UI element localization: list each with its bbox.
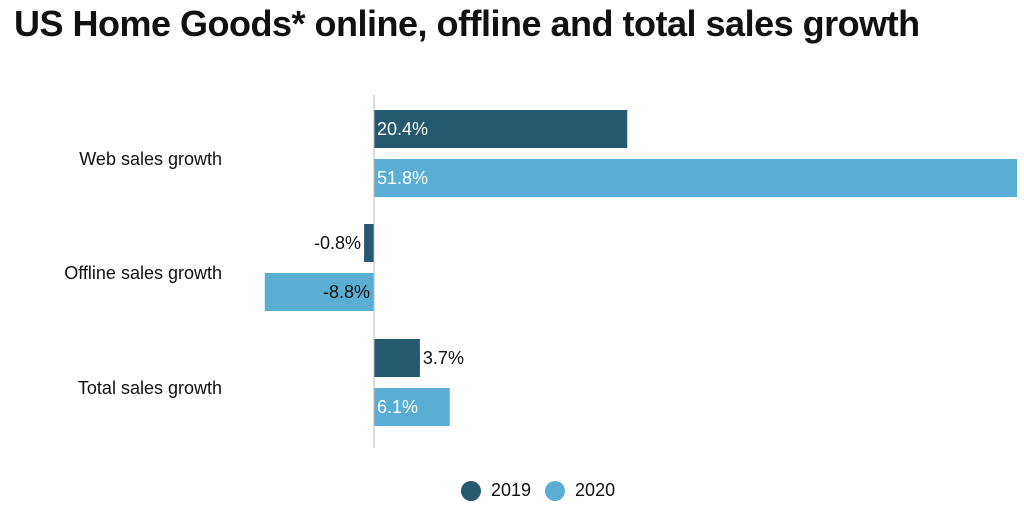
legend-swatch-2019 [461, 480, 481, 501]
data-label-2020-total-sales-growth: 6.1% [377, 397, 418, 417]
bar-2019-total-sales-growth [374, 339, 420, 377]
data-label-2020-offline-sales-growth: -8.8% [323, 282, 370, 302]
bar-2020-offline-sales-growth [264, 273, 374, 311]
legend-item-2019: 2019 [461, 480, 531, 501]
data-label-2019-total-sales-growth: 3.7% [423, 348, 464, 368]
legend-label-2019: 2019 [491, 480, 532, 500]
bar-2020-web-sales-growth [374, 159, 1017, 197]
bar-chart: Web sales growth 20.4% 51.8% Offline sales … [64, 95, 1017, 448]
bar-2019-offline-sales-growth [364, 224, 374, 262]
data-label-2019-web-sales-growth: 20.4% [377, 119, 428, 139]
category-label-total-sales-growth: Total sales growth [78, 378, 222, 398]
chart-title: US Home Goods* online, offline and total… [14, 3, 920, 44]
data-label-2019-offline-sales-growth: -0.8% [314, 233, 361, 253]
bar-2020-total-sales-growth [374, 388, 450, 426]
legend-label-2020: 2020 [575, 480, 616, 500]
chart-legend: 2019 2020 [461, 480, 629, 501]
legend-swatch-2020 [545, 480, 566, 501]
category-label-web-sales-growth: Web sales growth [79, 149, 222, 169]
legend-item-2020: 2020 [545, 480, 615, 501]
data-label-2020-web-sales-growth: 51.8% [377, 168, 428, 188]
bar-2019-web-sales-growth [374, 110, 628, 148]
category-label-offline-sales-growth: Offline sales growth [64, 263, 222, 283]
